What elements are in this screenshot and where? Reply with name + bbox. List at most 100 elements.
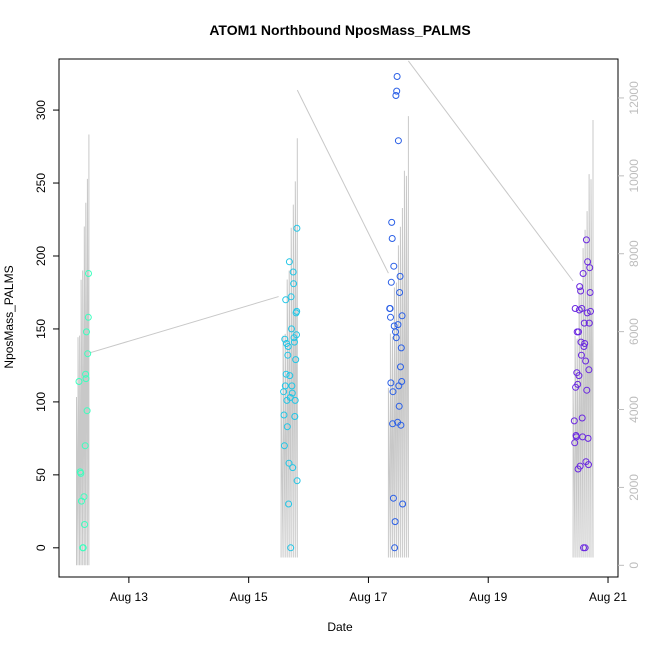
data-point — [396, 272, 404, 280]
data-point — [75, 378, 83, 385]
data-point — [583, 386, 591, 394]
data-point — [288, 389, 296, 397]
x-tick-label: Aug 21 — [589, 590, 627, 604]
data-point — [586, 289, 594, 296]
data-point — [391, 518, 399, 526]
data-point — [286, 372, 294, 380]
data-point — [285, 258, 293, 266]
data-point — [582, 357, 590, 365]
data-point — [392, 92, 400, 99]
x-axis-label: Date — [327, 620, 353, 634]
data-point — [389, 388, 397, 396]
data-point — [285, 459, 293, 467]
secondary-y-axis: 0 2000 4000 6000 8000 10000 12000 — [618, 81, 641, 569]
data-point — [283, 423, 291, 431]
plot-frame — [58, 58, 619, 578]
data-point — [587, 307, 594, 315]
data-point — [394, 321, 402, 329]
data-point — [287, 293, 295, 301]
y-tick-label: 300 — [34, 100, 48, 120]
data-point — [293, 331, 300, 339]
data-point — [398, 312, 406, 320]
y-axis: 0 50 100 150 200 250 300 — [34, 100, 59, 551]
data-point — [282, 370, 290, 378]
data-point — [284, 343, 292, 350]
data-point — [585, 319, 593, 327]
data-point — [282, 296, 290, 304]
y-tick-label: 150 — [34, 319, 48, 339]
data-point — [289, 268, 297, 276]
y2-tick-label: 8000 — [627, 240, 641, 267]
data-point — [82, 370, 90, 378]
y-axis-label: NposMass_PALMS — [2, 265, 16, 368]
data-point — [585, 461, 592, 469]
data-point — [391, 544, 399, 552]
data-point — [395, 402, 403, 410]
profile-connector-1 — [296, 89, 389, 274]
data-point — [281, 382, 289, 390]
data-point — [388, 235, 396, 242]
data-point — [83, 407, 91, 415]
profile-segment-2 — [387, 116, 409, 558]
y2-tick-label: 10000 — [627, 159, 641, 193]
data-point — [578, 305, 586, 312]
data-point — [578, 414, 586, 422]
data-point — [389, 494, 397, 502]
data-point — [574, 380, 582, 388]
data-point — [397, 363, 404, 371]
data-point — [583, 309, 591, 317]
data-point — [580, 319, 588, 327]
data-point — [85, 270, 92, 277]
x-axis: Aug 13 Aug 15 Aug 17 Aug 19 Aug 21 — [110, 577, 627, 604]
data-point — [79, 544, 87, 552]
data-point — [291, 396, 299, 404]
data-point — [287, 544, 295, 552]
data-point — [393, 87, 401, 95]
x-tick-label: Aug 15 — [230, 590, 268, 604]
data-point — [291, 413, 299, 420]
data-point — [576, 462, 584, 470]
y-tick-label: 100 — [34, 392, 48, 412]
data-point — [388, 218, 396, 226]
data-point — [84, 313, 92, 321]
data-point — [584, 434, 592, 442]
data-point — [290, 280, 298, 288]
data-point — [387, 379, 395, 387]
y2-tick-label: 4000 — [627, 396, 641, 423]
data-point — [577, 351, 585, 359]
data-point — [293, 307, 301, 315]
data-point — [397, 421, 405, 429]
y-tick-label: 250 — [34, 173, 48, 193]
data-point — [386, 305, 394, 312]
profile-segment-0 — [76, 134, 90, 566]
data-point — [285, 500, 293, 508]
profile-segment-1 — [280, 138, 298, 558]
data-point — [398, 378, 406, 385]
data-point — [584, 258, 592, 266]
data-point — [570, 417, 578, 425]
data-point — [83, 328, 90, 336]
data-point — [81, 442, 89, 450]
y-tick-label: 0 — [34, 544, 48, 551]
data-point — [387, 313, 394, 321]
data-point — [571, 305, 579, 312]
data-point — [280, 442, 288, 450]
y2-tick-label: 2000 — [627, 474, 641, 501]
y2-tick-label: 6000 — [627, 318, 641, 345]
data-point — [396, 289, 404, 296]
data-point — [293, 477, 301, 485]
x-tick-label: Aug 13 — [110, 590, 148, 604]
data-point — [580, 343, 588, 350]
data-point — [392, 328, 399, 336]
data-point — [392, 334, 400, 342]
data-point — [290, 338, 298, 346]
profile-segment-3 — [572, 120, 594, 558]
data-point — [579, 270, 587, 277]
data-point — [390, 262, 398, 270]
y2-tick-label: 12000 — [627, 81, 641, 115]
chart-title: ATOM1 Northbound NposMass_PALMS — [209, 22, 470, 38]
data-point — [387, 278, 395, 286]
profile-connector-0 — [88, 296, 279, 354]
data-point — [586, 264, 594, 272]
